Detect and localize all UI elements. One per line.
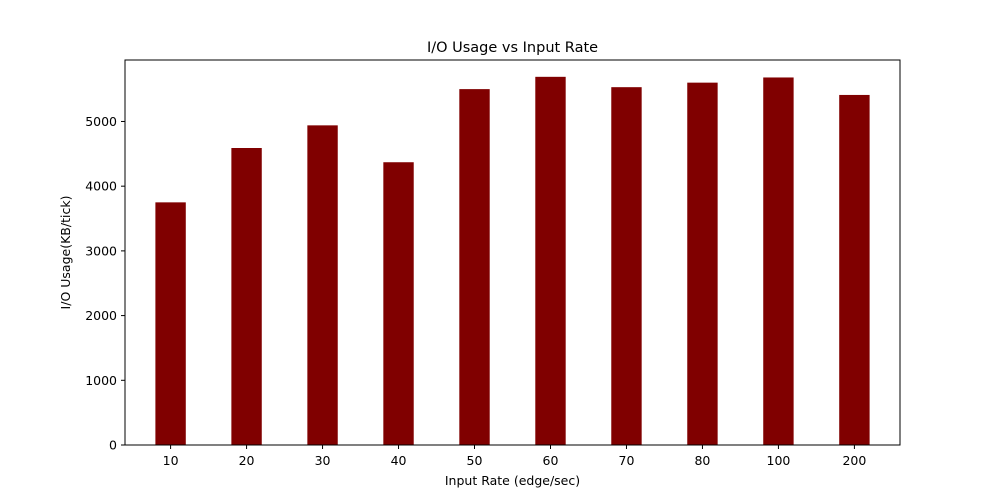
bar-200	[839, 94, 870, 446]
x-tick-label: 20	[239, 453, 255, 468]
x-axis-label: Input Rate (edge/sec)	[445, 473, 580, 488]
x-tick-label: 80	[694, 453, 710, 468]
x-axis-ticks: 10 20 30 40 50 60 70 80 100 200	[163, 445, 866, 468]
x-tick-label: 70	[619, 453, 635, 468]
y-axis-label: I/O Usage(KB/tick)	[58, 196, 73, 310]
x-tick-label: 40	[391, 453, 407, 468]
y-tick-label: 1000	[85, 373, 117, 388]
y-tick-label: 3000	[85, 243, 117, 258]
y-axis-ticks: 0 1000 2000 3000 4000 5000	[85, 114, 125, 453]
bar-50	[459, 89, 490, 445]
bar-60	[535, 76, 566, 445]
bar-40	[383, 162, 414, 445]
bars-group	[155, 76, 870, 446]
chart-title: I/O Usage vs Input Rate	[427, 40, 598, 56]
x-tick-label: 200	[842, 453, 866, 468]
y-tick-label: 5000	[85, 114, 117, 129]
x-tick-label: 30	[315, 453, 331, 468]
x-tick-label: 10	[163, 453, 179, 468]
bar-20	[231, 148, 262, 445]
bar-30	[307, 125, 338, 446]
x-tick-label: 50	[467, 453, 483, 468]
bar-10	[155, 202, 186, 445]
x-tick-label: 60	[543, 453, 559, 468]
bar-80	[687, 82, 718, 445]
y-tick-label: 0	[109, 438, 117, 453]
y-tick-label: 4000	[85, 179, 117, 194]
x-tick-label: 100	[767, 453, 791, 468]
plot-frame	[124, 59, 901, 446]
y-tick-label: 2000	[85, 308, 117, 323]
bar-70	[611, 87, 642, 446]
bar-100	[763, 77, 794, 446]
